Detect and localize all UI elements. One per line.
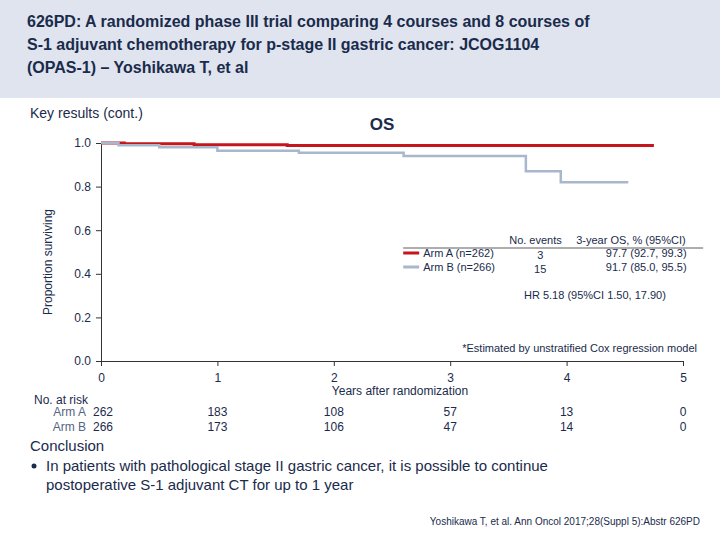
y-tick-mark: [96, 187, 101, 188]
x-tick-label: 3: [447, 371, 454, 385]
x-tick-mark: [217, 361, 218, 366]
legend-header: 3-year OS, % (95%CI): [576, 234, 685, 246]
y-tick-label: 0.6: [74, 224, 91, 238]
y-tick: 0.6: [74, 224, 101, 238]
x-tick: 0: [98, 361, 105, 385]
at-risk-value: 262: [93, 405, 113, 419]
title: (OPAS-1) – Yoshikawa T, et al: [27, 59, 248, 76]
y-axis-title: Proportion surviving: [41, 209, 55, 315]
title: S-1 adjuvant chemotherapy for p-stage II…: [27, 36, 539, 53]
at-risk-value: 13: [560, 405, 574, 419]
survival-curve: [101, 143, 628, 182]
at-risk-value: 183: [207, 405, 227, 419]
at-risk-value: 47: [444, 420, 458, 434]
plot-area: [101, 143, 654, 182]
bullet: [32, 464, 37, 469]
plot-title: OS: [370, 115, 395, 134]
y-tick-label: 0.4: [74, 267, 91, 281]
at-risk-value: 266: [93, 420, 113, 434]
conclusion-text: postoperative S-1 adjuvant CT for up to …: [46, 476, 353, 493]
title: 626PD: A randomized phase III trial comp…: [27, 13, 590, 30]
conclusion-heading: Conclusion: [30, 437, 104, 454]
at-risk-row-label: Arm A: [53, 405, 86, 419]
y-tick-mark: [96, 143, 101, 144]
subtitle: Key results (cont.): [30, 105, 143, 121]
at-risk-value: 0: [680, 420, 687, 434]
y-tick-mark: [96, 274, 101, 275]
at-risk-value: 57: [444, 405, 458, 419]
legend-swatch: [403, 252, 419, 255]
slide: 626PD: A randomized phase III trial comp…: [0, 0, 720, 540]
source: Yoshikawa T, et al. Ann Oncol 2017;28(Su…: [430, 516, 700, 527]
at-risk-value: 14: [560, 420, 574, 434]
y-axis-line: [96, 144, 102, 362]
conclusion-text: In patients with pathological stage II g…: [46, 457, 548, 474]
x-tick-mark: [334, 361, 335, 366]
y-tick-mark: [96, 317, 101, 318]
x-tick-label: 5: [680, 371, 687, 385]
y-tick-label: 0.2: [74, 311, 91, 325]
y-tick-mark: [96, 230, 101, 231]
legend-os: 91.7 (85.0, 95.5): [606, 261, 687, 273]
y-tick-label: 1.0: [74, 136, 91, 150]
survival-curve: [101, 143, 654, 146]
x-tick-label: 2: [331, 371, 338, 385]
y-tick: 0.0: [74, 354, 101, 368]
legend-label: Arm B (n=266): [423, 261, 495, 273]
x-tick-mark: [683, 361, 684, 366]
at-risk-value: 173: [207, 420, 227, 434]
legend-events: 3: [537, 249, 543, 261]
x-axis-line: [102, 362, 684, 367]
x-tick: 2: [331, 361, 338, 385]
legend-header: No. events: [509, 234, 562, 246]
footnote: *Estimated by unstratified Cox regressio…: [462, 342, 697, 354]
x-tick-label: 1: [215, 371, 222, 385]
legend-events: 15: [534, 263, 546, 275]
y-tick-label: 0.0: [74, 354, 91, 368]
at-risk-value: 108: [324, 405, 344, 419]
legend-os: 97.7 (92.7, 99.3): [606, 247, 687, 259]
y-tick: 0.2: [74, 311, 101, 325]
x-tick: 3: [447, 361, 454, 385]
at-risk-row-label: Arm B: [53, 420, 86, 434]
legend-swatch: [403, 266, 419, 269]
y-tick-label: 0.8: [74, 180, 91, 194]
y-tick: 0.8: [74, 180, 101, 194]
x-tick-label: 4: [564, 371, 571, 385]
x-tick: 1: [215, 361, 222, 385]
x-tick-label: 0: [98, 371, 105, 385]
x-tick-mark: [101, 361, 102, 366]
y-tick: 0.4: [74, 267, 101, 281]
x-tick-mark: [450, 361, 451, 366]
legend-label: Arm A (n=262): [423, 247, 494, 259]
at-risk-value: 106: [324, 420, 344, 434]
y-tick-mark: [96, 361, 101, 362]
y-axis: 0.0 0.2 0.4 0.6 0.8 1.0: [74, 136, 101, 368]
x-tick: 4: [564, 361, 571, 385]
at-risk-value: 0: [680, 405, 687, 419]
x-tick: 5: [680, 361, 687, 385]
x-axis-title: Years after randomization: [332, 384, 468, 398]
y-tick: 1.0: [74, 136, 101, 150]
x-tick-mark: [567, 361, 568, 366]
x-axis: 0 1 2 3 4 5: [98, 361, 687, 385]
header-band: [0, 0, 720, 98]
hazard-ratio: HR 5.18 (95%CI 1.50, 17.90): [524, 289, 666, 301]
